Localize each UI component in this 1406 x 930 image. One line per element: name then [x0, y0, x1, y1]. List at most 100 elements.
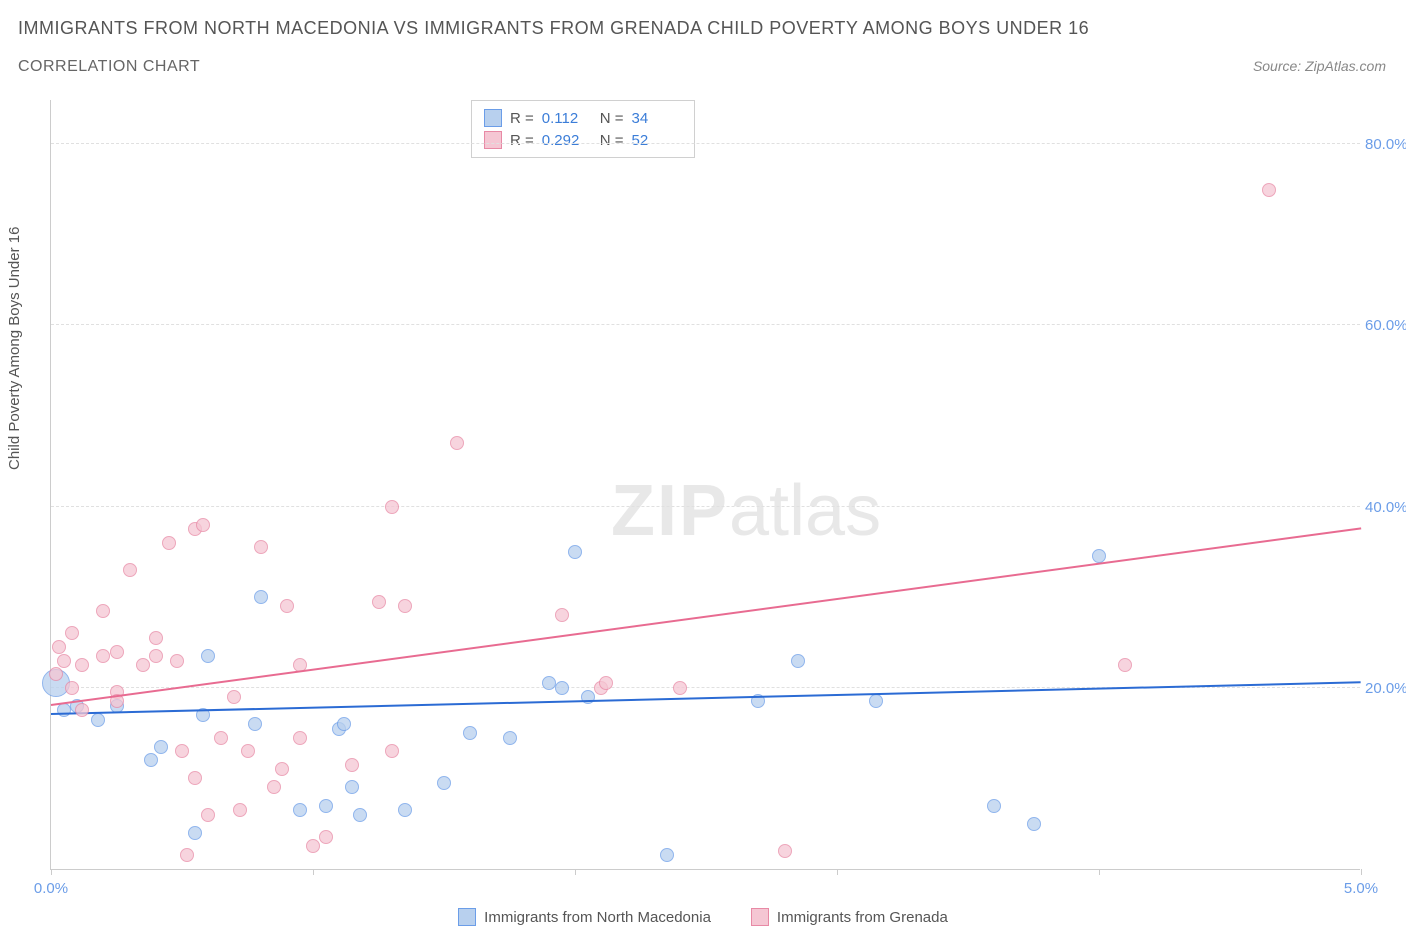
legend-label: Immigrants from Grenada — [777, 909, 948, 926]
x-tick — [1361, 869, 1362, 875]
legend-label: Immigrants from North Macedonia — [484, 909, 711, 926]
scatter-point — [275, 762, 289, 776]
scatter-point — [254, 540, 268, 554]
scatter-point — [778, 844, 792, 858]
legend-swatch — [484, 109, 502, 127]
scatter-point — [65, 626, 79, 640]
trend-line — [51, 527, 1361, 706]
scatter-point — [65, 681, 79, 695]
scatter-point — [149, 631, 163, 645]
scatter-point — [568, 545, 582, 559]
scatter-point — [136, 658, 150, 672]
legend-item: Immigrants from North Macedonia — [458, 908, 711, 926]
watermark-zip: ZIP — [611, 471, 729, 551]
scatter-point — [599, 676, 613, 690]
scatter-point — [254, 590, 268, 604]
x-tick-label: 0.0% — [34, 880, 68, 897]
scatter-point — [110, 645, 124, 659]
y-tick-label: 80.0% — [1365, 136, 1406, 153]
scatter-point — [248, 717, 262, 731]
scatter-point — [280, 599, 294, 613]
x-tick — [313, 869, 314, 875]
scatter-point — [162, 536, 176, 550]
scatter-point — [91, 713, 105, 727]
scatter-point — [188, 771, 202, 785]
n-label: N = — [600, 132, 624, 149]
x-tick — [51, 869, 52, 875]
scatter-point — [660, 848, 674, 862]
scatter-point — [385, 744, 399, 758]
stats-legend-box: R =0.112N =34R =0.292N =52 — [471, 100, 695, 158]
scatter-point — [1262, 183, 1276, 197]
bottom-legend: Immigrants from North Macedonia Immigrant… — [0, 908, 1406, 926]
x-tick — [837, 869, 838, 875]
scatter-point — [319, 830, 333, 844]
watermark-atlas: atlas — [729, 471, 881, 551]
scatter-point — [75, 703, 89, 717]
stats-row: R =0.292N =52 — [484, 129, 682, 151]
legend-swatch — [458, 908, 476, 926]
scatter-point — [57, 703, 71, 717]
scatter-point — [306, 839, 320, 853]
scatter-point — [293, 731, 307, 745]
legend-item: Immigrants from Grenada — [751, 908, 948, 926]
scatter-point — [398, 599, 412, 613]
source-attribution: Source: ZipAtlas.com — [1253, 58, 1386, 74]
legend-swatch — [751, 908, 769, 926]
scatter-point — [1118, 658, 1132, 672]
r-value: 0.112 — [542, 110, 592, 127]
x-tick-label: 5.0% — [1344, 880, 1378, 897]
scatter-point — [437, 776, 451, 790]
n-value: 34 — [632, 110, 682, 127]
scatter-point — [96, 604, 110, 618]
y-axis-label: Child Poverty Among Boys Under 16 — [6, 227, 23, 470]
scatter-point — [149, 649, 163, 663]
scatter-point — [791, 654, 805, 668]
scatter-point — [1027, 817, 1041, 831]
scatter-point — [201, 808, 215, 822]
gridline — [51, 506, 1360, 507]
scatter-point — [869, 694, 883, 708]
y-tick-label: 20.0% — [1365, 680, 1406, 697]
x-tick — [1099, 869, 1100, 875]
chart-title: IMMIGRANTS FROM NORTH MACEDONIA VS IMMIG… — [18, 18, 1089, 39]
y-tick-label: 60.0% — [1365, 317, 1406, 334]
scatter-point — [450, 436, 464, 450]
scatter-point — [372, 595, 386, 609]
scatter-point — [673, 681, 687, 695]
scatter-chart: ZIPatlas R =0.112N =34R =0.292N =52 20.0… — [50, 100, 1360, 870]
scatter-point — [463, 726, 477, 740]
scatter-point — [542, 676, 556, 690]
scatter-point — [201, 649, 215, 663]
scatter-point — [154, 740, 168, 754]
scatter-point — [188, 826, 202, 840]
chart-subtitle: CORRELATION CHART — [18, 58, 200, 76]
scatter-point — [123, 563, 137, 577]
scatter-point — [49, 667, 63, 681]
scatter-point — [214, 731, 228, 745]
gridline — [51, 143, 1360, 144]
scatter-point — [96, 649, 110, 663]
scatter-point — [345, 758, 359, 772]
scatter-point — [52, 640, 66, 654]
scatter-point — [57, 654, 71, 668]
scatter-point — [503, 731, 517, 745]
scatter-point — [170, 654, 184, 668]
r-label: R = — [510, 132, 534, 149]
scatter-point — [319, 799, 333, 813]
scatter-point — [293, 803, 307, 817]
gridline — [51, 324, 1360, 325]
y-tick-label: 40.0% — [1365, 499, 1406, 516]
n-label: N = — [600, 110, 624, 127]
scatter-point — [987, 799, 1001, 813]
scatter-point — [398, 803, 412, 817]
scatter-point — [241, 744, 255, 758]
legend-swatch — [484, 131, 502, 149]
r-value: 0.292 — [542, 132, 592, 149]
scatter-point — [196, 518, 210, 532]
scatter-point — [353, 808, 367, 822]
scatter-point — [175, 744, 189, 758]
scatter-point — [555, 608, 569, 622]
scatter-point — [345, 780, 359, 794]
r-label: R = — [510, 110, 534, 127]
